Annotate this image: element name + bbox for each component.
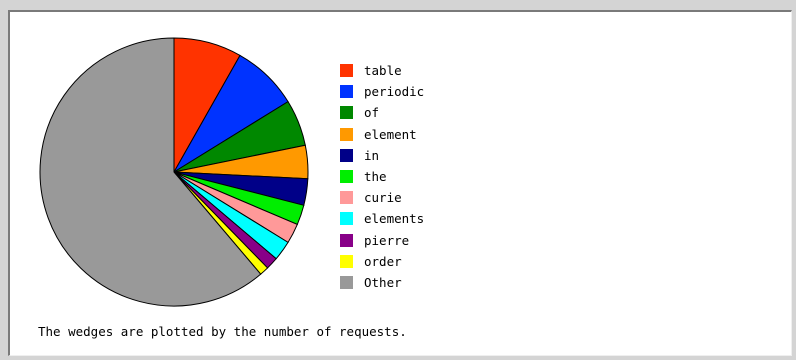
legend-item-element: element bbox=[340, 124, 424, 145]
legend-item-pierre: pierre bbox=[340, 230, 424, 251]
legend-label: the bbox=[364, 169, 387, 185]
legend-item-curie: curie bbox=[340, 187, 424, 208]
legend-label: periodic bbox=[364, 84, 425, 100]
legend-swatch bbox=[340, 191, 353, 205]
legend-label: Other bbox=[364, 274, 402, 290]
legend: table periodic of element in the curie elements… bbox=[340, 60, 424, 293]
legend-label: of bbox=[364, 105, 380, 121]
legend-item-table: table bbox=[340, 60, 424, 81]
legend-item-other: Other bbox=[340, 272, 424, 293]
legend-label: element bbox=[364, 126, 417, 142]
legend-label: in bbox=[364, 147, 380, 163]
legend-swatch bbox=[340, 212, 353, 226]
legend-item-of: of bbox=[340, 102, 424, 123]
legend-swatch bbox=[340, 254, 353, 268]
pie-chart bbox=[39, 37, 309, 307]
legend-label: table bbox=[364, 63, 402, 79]
legend-swatch bbox=[340, 106, 353, 120]
legend-swatch bbox=[340, 170, 353, 184]
legend-item-elements: elements bbox=[340, 208, 424, 229]
legend-item-the: the bbox=[340, 166, 424, 187]
pie-slice-other bbox=[39, 37, 262, 307]
legend-item-periodic: periodic bbox=[340, 81, 424, 102]
legend-swatch bbox=[340, 233, 353, 247]
legend-swatch bbox=[340, 148, 353, 162]
legend-swatch bbox=[340, 64, 353, 78]
legend-swatch bbox=[340, 275, 353, 289]
legend-swatch bbox=[340, 85, 353, 99]
legend-item-in: in bbox=[340, 145, 424, 166]
legend-item-order: order bbox=[340, 251, 424, 272]
legend-label: pierre bbox=[364, 232, 410, 248]
legend-label: elements bbox=[364, 211, 425, 227]
chart-panel: table periodic of element in the curie elements… bbox=[8, 10, 792, 356]
legend-label: order bbox=[364, 253, 402, 269]
legend-swatch bbox=[340, 127, 353, 141]
chart-caption: The wedges are plotted by the number of … bbox=[38, 324, 407, 339]
legend-label: curie bbox=[364, 190, 402, 206]
